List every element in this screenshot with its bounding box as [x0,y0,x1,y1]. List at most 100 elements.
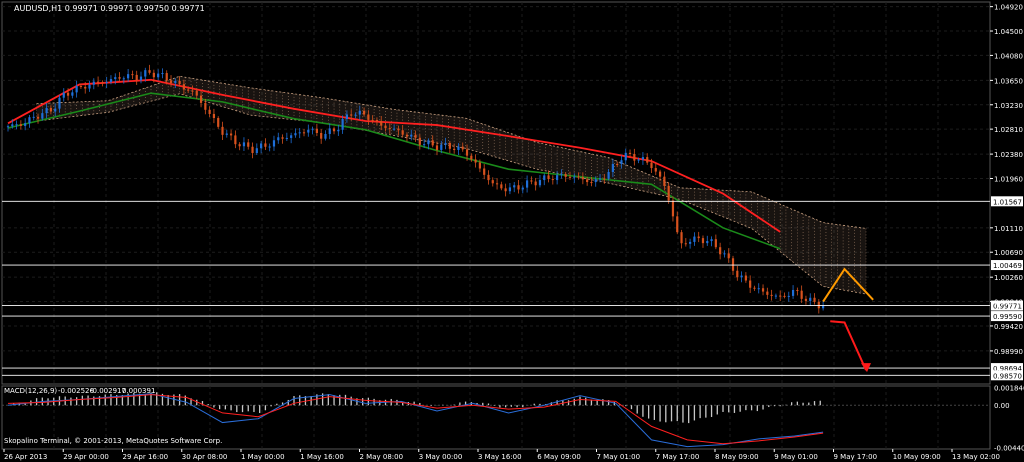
candle-body [380,121,383,126]
ichimoku-cloud [36,75,867,295]
candle-body [774,295,778,297]
candle-body [24,123,27,126]
candle-body [405,134,409,137]
candle-body [139,76,143,81]
candle-body [182,84,185,90]
candle-body [684,243,687,245]
candle-body [401,130,404,135]
level-price-label: 0.99590 [993,313,1022,321]
candle-body [277,137,280,141]
candle-body [495,183,499,185]
level-price-label: 0.98570 [993,372,1022,380]
candle-body [598,178,602,180]
candle-body [311,128,314,130]
price-tick-label: 1.02810 [994,126,1023,134]
candle-body [371,119,374,121]
red-forecast-line [830,320,867,371]
candle-body [671,200,675,217]
candle-body [530,180,533,182]
candle-body [229,133,233,136]
candle-body [573,176,576,178]
macd-header-value-2: -0.002917 [90,387,126,395]
candle-body [723,253,726,255]
candle-body [328,128,331,134]
candle-body [358,110,361,115]
candle-body [285,137,288,139]
candle-body [744,275,747,281]
candle-body [66,92,70,96]
candle-body [508,187,512,192]
level-price-box [991,196,1023,207]
macd-header-value-3: 0.000391 [122,387,155,395]
macd-tick-label: -0.004405 [994,445,1024,453]
price-chart-frame [1,1,991,385]
candle-body [796,289,799,291]
horizontal-levels[interactable]: 1.01567 1.00469 0.99771 0.99590 0.986940.985… [2,196,1023,381]
candle-body [264,143,267,147]
candle-body [118,77,121,79]
candle-body [710,239,713,242]
candle-body [560,174,563,176]
price-tick-label: 1.04500 [994,28,1023,36]
price-tick-label: 1.02380 [994,151,1023,159]
moving-average-lines [7,78,781,250]
candle-body [135,74,138,81]
level-price-box [991,300,1023,311]
candle-body [105,81,108,83]
candle-body [11,124,14,127]
candle-body [654,168,657,172]
candle-body [350,114,353,116]
candle-body [706,241,709,244]
candle-body [15,124,18,126]
time-tick-label: 7 May 17:00 [656,453,700,461]
candle-body [701,238,705,244]
candle-body [418,137,421,145]
candle-body [822,305,825,309]
candle-body [474,159,477,163]
candle-body [766,291,769,295]
candle-body [556,175,559,181]
candle-body [187,89,190,91]
candle-body [174,80,177,84]
candle-body [435,145,439,150]
candle-body [332,128,336,132]
candle-body [294,133,297,136]
price-tick-label: 1.00260 [994,274,1023,282]
candle-body [410,134,413,137]
candle-body [689,241,692,244]
symbol-title: AUDUSD,H1 0.99971 0.99971 0.99750 0.9977… [14,4,205,13]
candle-body [341,118,344,130]
price-tick-label: 1.04080 [994,52,1023,60]
macd-frame [1,385,991,450]
level-price-label: 0.98694 [993,365,1022,373]
candle-body [740,275,743,278]
candle-body [161,73,164,75]
candle-body [337,129,340,132]
time-tick-label: 26 Apr 2013 [4,453,47,461]
candle-body [384,125,387,129]
candle-body [302,132,306,134]
candle-body [101,82,104,84]
candle-body [388,128,391,130]
ma-fast-line [7,78,781,233]
time-axis: 26 Apr 2013 29 Apr 00:00 29 Apr 16:00 30 Ap… [3,449,1000,461]
candle-body [749,280,752,288]
candle-body [658,171,662,177]
candle-body [281,137,284,139]
candle-body [444,142,447,145]
time-tick-label: 3 May 00:00 [419,453,463,461]
macd-tick-label: 0.001846 [994,384,1024,392]
candle-body [157,73,160,78]
candle-body [397,128,400,131]
level-price-box [991,363,1023,374]
candle-body [637,159,640,161]
candle-body [440,144,443,150]
candle-body [551,179,554,181]
candle-body [208,109,211,114]
candle-body [251,146,254,154]
candle-body [191,90,194,92]
macd-signal-line [7,394,824,445]
cloud-upper-line [36,75,867,229]
candle-body [36,116,40,119]
candle-body [577,176,580,178]
